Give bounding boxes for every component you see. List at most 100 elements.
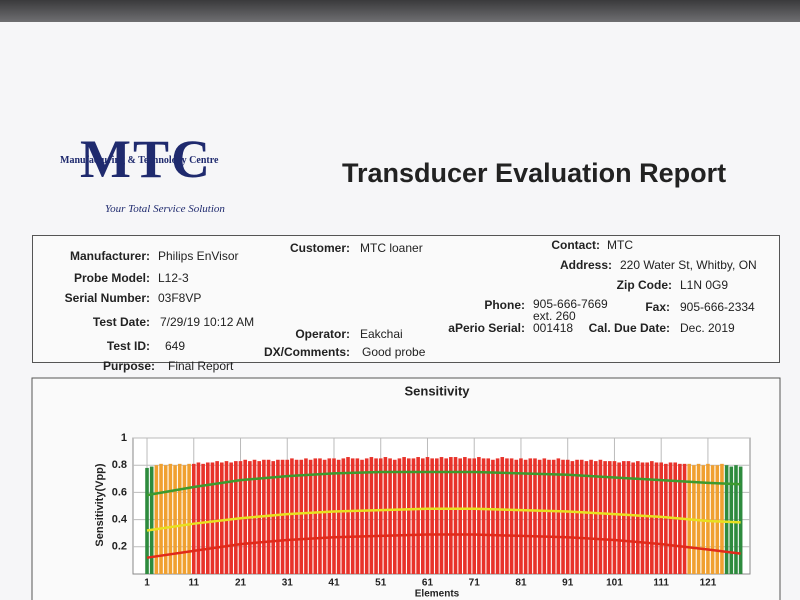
bar (322, 459, 327, 574)
field-value: L12-3 (158, 271, 189, 285)
bar (612, 461, 617, 574)
bar (603, 461, 607, 574)
bar (533, 458, 537, 574)
bar (706, 463, 710, 574)
bar (547, 459, 551, 574)
field-label: Customer: (289, 241, 350, 255)
field-value: Philips EnVisor (158, 249, 239, 263)
field-value: Final Report (168, 359, 234, 373)
bar (505, 458, 509, 574)
y-tick-label: 0.4 (112, 514, 128, 526)
bar (406, 458, 411, 574)
company-name: Manufacturing & Technology Centre (60, 155, 219, 166)
bar (598, 459, 603, 574)
bar (561, 459, 565, 574)
bar (621, 461, 626, 574)
y-tick-label: 0.6 (112, 486, 127, 498)
x-tick-label: 81 (515, 578, 527, 589)
x-tick-label: 51 (375, 578, 387, 589)
bar (495, 458, 500, 574)
bar (159, 463, 163, 574)
field-value: 220 Water St, Whitby, ON (620, 258, 757, 272)
bar (491, 459, 495, 574)
bar (556, 458, 561, 574)
bar (173, 465, 177, 574)
bar (318, 458, 322, 574)
field-label: Operator: (295, 327, 350, 341)
bar (276, 459, 280, 574)
bar (570, 461, 575, 574)
bar (182, 465, 187, 574)
field-label: DX/Comments: (263, 345, 350, 359)
bar (392, 459, 397, 574)
bar (444, 458, 448, 574)
field-value: MTC loaner (360, 241, 423, 255)
bar (645, 462, 649, 574)
bar (421, 458, 425, 574)
bar (402, 457, 406, 574)
x-tick-label: 111 (653, 578, 669, 589)
x-tick-label: 91 (562, 578, 574, 589)
bar (734, 465, 738, 574)
bar (458, 458, 462, 574)
bar (374, 458, 378, 574)
field-label: Probe Model: (73, 271, 150, 285)
slogan: Your Total Service Solution (105, 203, 225, 215)
bar (304, 458, 308, 574)
bar (659, 462, 663, 574)
bar (308, 459, 313, 574)
x-tick-label: 1 (144, 578, 150, 589)
bar (551, 459, 556, 574)
y-tick-label: 1 (121, 432, 127, 444)
bar (313, 458, 318, 574)
bar (346, 457, 350, 574)
field-value: 03F8VP (158, 291, 202, 305)
bar (715, 465, 720, 574)
bar (196, 462, 201, 574)
field-label: Purpose: (102, 359, 155, 373)
x-tick-label: 71 (469, 578, 481, 589)
bar (205, 462, 210, 574)
bar (411, 458, 416, 574)
bar (542, 458, 547, 574)
bar (589, 459, 593, 574)
bar (463, 457, 467, 574)
bar (210, 462, 215, 574)
bar (336, 459, 341, 574)
bar (472, 458, 477, 574)
field-value: L1N 0G9 (680, 278, 729, 292)
bar (607, 461, 612, 574)
bar (449, 457, 453, 574)
bar (177, 463, 182, 574)
bar (640, 462, 645, 574)
field-label: Address: (559, 258, 612, 272)
x-tick-label: 41 (328, 578, 340, 589)
bar (514, 459, 519, 574)
bar (220, 462, 224, 574)
bar (636, 461, 640, 574)
bar (477, 457, 481, 574)
x-tick-label: 21 (235, 578, 247, 589)
y-tick-label: 0.8 (112, 459, 127, 471)
bar (724, 465, 729, 574)
bar (537, 459, 542, 574)
threshold-line (146, 507, 741, 532)
logo: MTC (80, 129, 212, 189)
bar (364, 458, 369, 574)
bar (519, 458, 523, 574)
info-box (32, 235, 780, 363)
bar (350, 458, 355, 574)
bar (738, 466, 743, 574)
bar (720, 463, 724, 574)
field-label: Test ID: (106, 339, 150, 353)
field-value: 001418 (533, 321, 574, 335)
x-tick-label: 101 (606, 578, 623, 589)
bar (341, 458, 346, 574)
bar (163, 465, 168, 574)
bar (149, 466, 154, 574)
bar (224, 461, 229, 574)
bar (201, 463, 205, 574)
bar (294, 459, 299, 574)
field-label: Serial Number: (64, 291, 150, 305)
field-value: Good probe (362, 345, 426, 359)
